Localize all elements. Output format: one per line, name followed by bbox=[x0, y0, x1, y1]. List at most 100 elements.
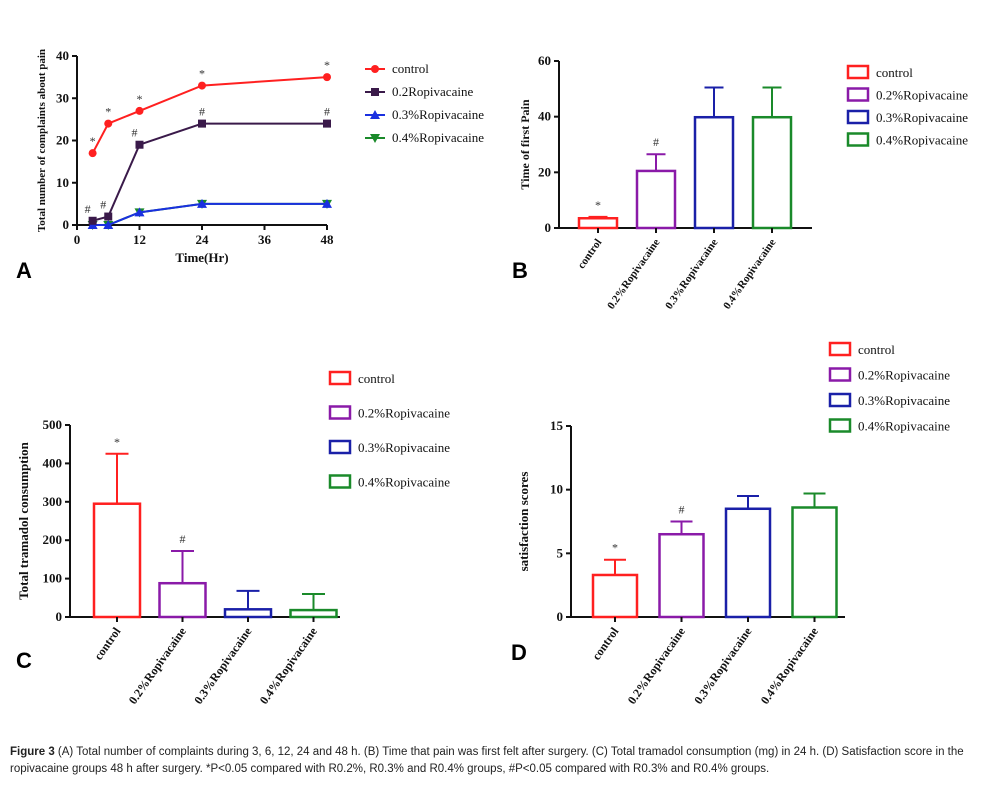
y-tick-label: 20 bbox=[56, 133, 69, 148]
legend-swatch bbox=[328, 474, 352, 489]
legend-label: 0.2%Ropivacaine bbox=[358, 406, 450, 421]
x-tick-label: control bbox=[589, 624, 622, 662]
y-tick-label: 10 bbox=[56, 175, 69, 190]
legend-label: 0.3%Ropivacaine bbox=[392, 107, 484, 122]
significance-mark: # bbox=[180, 532, 186, 546]
legend-swatch bbox=[828, 367, 852, 382]
x-tick-label: 0.3%Ropivacaine bbox=[691, 624, 755, 707]
x-tick-label: 36 bbox=[258, 232, 272, 247]
y-tick-label: 0 bbox=[56, 609, 63, 624]
x-tick-label: 0.2%Ropivacaine bbox=[126, 624, 190, 707]
legend-label: 0.3%Ropivacaine bbox=[858, 393, 950, 408]
data-point bbox=[135, 140, 144, 149]
data-point bbox=[135, 106, 144, 115]
legend-marker bbox=[370, 134, 380, 143]
legend-swatch bbox=[846, 109, 870, 125]
panel-label-a: A bbox=[16, 258, 32, 283]
legend-label: 0.4%Ropivacaine bbox=[858, 419, 950, 434]
data-point bbox=[198, 119, 206, 128]
legend-label: control bbox=[392, 61, 429, 76]
series-line-0.3%Ropivacaine bbox=[92, 202, 327, 226]
panel-label-d: D bbox=[511, 640, 527, 665]
significance-mark: * bbox=[324, 58, 330, 72]
significance-mark: * bbox=[595, 198, 601, 212]
y-axis-label: Total tramadol consumption bbox=[16, 441, 31, 599]
y-tick-label: 5 bbox=[557, 545, 564, 560]
legend-swatch bbox=[846, 132, 870, 147]
legend-swatch bbox=[328, 370, 352, 386]
bar-control bbox=[92, 502, 142, 619]
significance-mark: * bbox=[90, 134, 96, 148]
legend-swatch bbox=[328, 405, 352, 420]
significance-mark: # bbox=[199, 105, 205, 119]
legend-swatch bbox=[846, 87, 870, 102]
legend-marker bbox=[371, 65, 379, 73]
y-tick-label: 400 bbox=[43, 455, 63, 470]
data-point bbox=[104, 212, 113, 221]
legend-label: 0.3%Ropivacaine bbox=[358, 440, 450, 455]
data-point bbox=[322, 198, 332, 208]
y-tick-label: 0 bbox=[545, 220, 552, 235]
data-point bbox=[88, 216, 97, 225]
legend-label: control bbox=[358, 371, 395, 386]
significance-mark: # bbox=[132, 126, 138, 140]
x-tick-label: 0 bbox=[74, 232, 81, 247]
y-tick-label: 60 bbox=[538, 53, 551, 68]
panel-label-b: B bbox=[512, 258, 528, 283]
figure: 0 10 20 30 40 Total number of complaints abou… bbox=[16, 48, 968, 707]
legend-swatch bbox=[828, 418, 852, 433]
x-tick-label: 0.4%Ropivacaine bbox=[721, 237, 778, 312]
bar-control bbox=[577, 217, 619, 230]
data-point bbox=[134, 207, 145, 217]
data-point bbox=[104, 119, 113, 128]
x-tick-label: 0.3%Ropivacaine bbox=[191, 624, 255, 707]
legend-label: 0.4%Ropivacaine bbox=[876, 133, 968, 148]
caption-label: Figure 3 bbox=[10, 746, 55, 758]
y-tick-label: 200 bbox=[43, 532, 63, 547]
figure-caption: Figure 3 (A) Total number of complaints … bbox=[10, 744, 1000, 778]
bar-0.2%Ropivacaine bbox=[658, 532, 705, 619]
y-tick-label: 40 bbox=[56, 48, 69, 63]
x-tick-label: control bbox=[575, 237, 604, 271]
legend-label: 0.4%Ropivacaine bbox=[392, 130, 484, 145]
data-point bbox=[88, 149, 97, 158]
x-tick-label: 0.2%Ropivacaine bbox=[605, 237, 662, 312]
significance-mark: # bbox=[324, 105, 330, 119]
significance-mark: # bbox=[653, 135, 659, 149]
y-tick-label: 10 bbox=[550, 482, 563, 497]
bar-0.2%Ropivacaine bbox=[158, 581, 207, 619]
legend-marker bbox=[370, 110, 380, 119]
y-tick-label: 500 bbox=[43, 417, 63, 432]
y-tick-label: 15 bbox=[550, 418, 564, 433]
significance-mark: * bbox=[199, 67, 205, 81]
data-point bbox=[103, 220, 114, 229]
bar-0.3%Ropivacaine bbox=[724, 507, 772, 619]
legend-label: 0.2Ropivacaine bbox=[392, 84, 473, 99]
legend-label: control bbox=[876, 65, 913, 80]
bar-0.4%Ropivacaine bbox=[289, 608, 338, 619]
significance-mark: * bbox=[105, 105, 111, 119]
y-tick-label: 300 bbox=[43, 494, 63, 509]
x-tick-label: 24 bbox=[196, 232, 210, 247]
y-axis-label: Total number of complaints about pain bbox=[36, 49, 48, 232]
x-tick-label: control bbox=[91, 624, 124, 662]
legend-label: control bbox=[858, 342, 895, 357]
bar-0.3%Ropivacaine bbox=[223, 608, 273, 619]
series-line-0.4%Ropivacaine bbox=[92, 202, 327, 226]
significance-mark: * bbox=[612, 541, 618, 555]
bar-0.3%Ropivacaine bbox=[693, 115, 735, 230]
legend-label: 0.3%Ropivacaine bbox=[876, 110, 968, 125]
significance-mark: * bbox=[114, 435, 120, 449]
bar-control bbox=[591, 573, 639, 619]
x-tick-label: 0.4%Ropivacaine bbox=[257, 624, 321, 707]
bar-0.4%Ropivacaine bbox=[791, 506, 838, 619]
y-tick-label: 40 bbox=[538, 109, 551, 124]
data-point bbox=[197, 198, 207, 208]
data-point bbox=[323, 119, 331, 128]
legend-marker bbox=[371, 88, 379, 96]
x-tick-label: 48 bbox=[321, 232, 335, 247]
y-axis-label: satisfaction scores bbox=[516, 472, 531, 572]
x-axis-label: Time(Hr) bbox=[175, 250, 228, 265]
x-tick-label: 0.2%Ropivacaine bbox=[625, 624, 689, 707]
legend-label: 0.2%Ropivacaine bbox=[858, 368, 950, 383]
